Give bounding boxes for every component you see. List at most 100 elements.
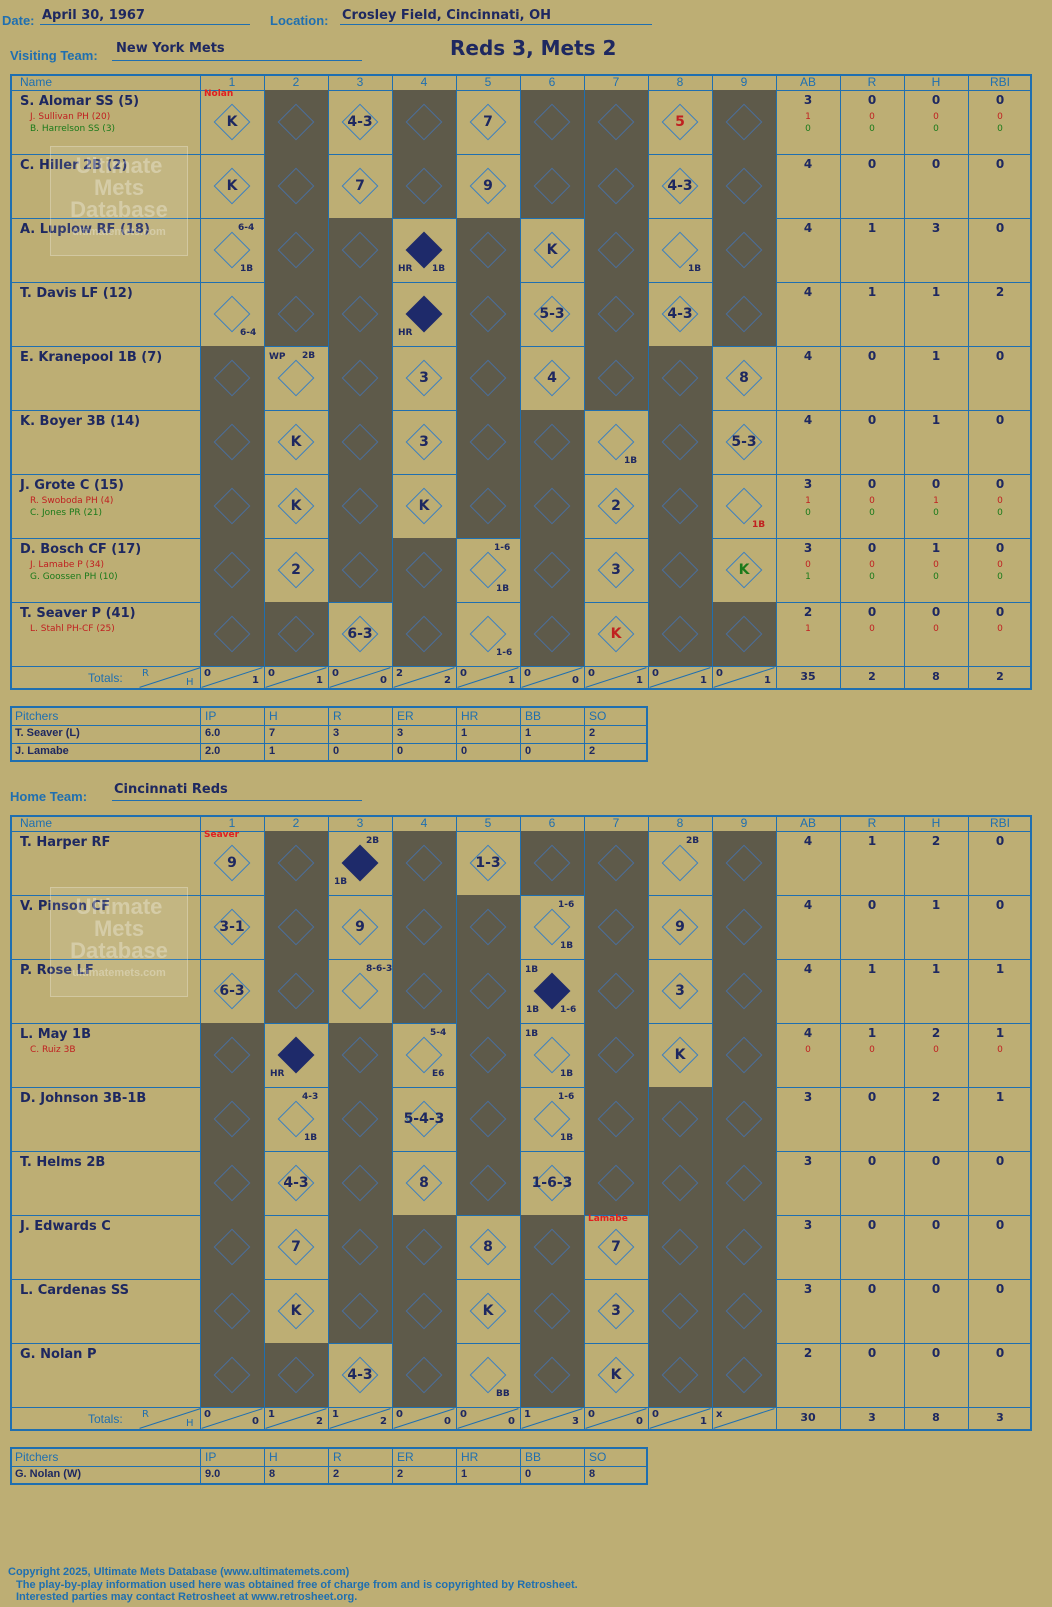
player-name: J. Edwards C [20, 1219, 111, 1234]
totals-label: Totals: [88, 671, 123, 685]
inning-hits: 2 [380, 1416, 387, 1427]
stat-header-rbi: RBI [989, 816, 1010, 830]
inning-header-2: 2 [292, 816, 300, 830]
stat-ab: 3 [803, 1218, 813, 1232]
pitcher-cell: 8 [589, 1468, 596, 1480]
substitute-stat: 0 [805, 124, 811, 134]
play-mark: K [546, 242, 558, 258]
column-rule [776, 74, 777, 690]
pitcher-cell: 3 [397, 727, 404, 739]
stat-rbi: 0 [995, 1154, 1005, 1168]
stat-h: 0 [931, 1346, 941, 1360]
inning-cell [520, 602, 584, 666]
inning-cell [520, 1279, 584, 1343]
play-mark: 4 [547, 370, 557, 386]
play-note: 1B [334, 877, 348, 887]
substitute-stat: 0 [933, 1045, 939, 1055]
play-note: 1-6 [496, 648, 513, 658]
stat-r: 1 [867, 1026, 877, 1040]
watermark-logo: Ultimate Mets Database ultimatemets.com [50, 887, 188, 997]
inning-cell [328, 1215, 392, 1279]
stat-h: 1 [931, 285, 941, 299]
home-team: Cincinnati Reds [114, 782, 228, 797]
stat-ab: 3 [803, 93, 813, 107]
totals-h-label: H [186, 1418, 194, 1429]
inning-cell [392, 154, 456, 218]
inning-cell [328, 474, 392, 538]
stat-r: 0 [867, 157, 877, 171]
play-note: Lamabe [588, 1214, 628, 1224]
inning-cell [648, 602, 712, 666]
play-note: 1B [752, 520, 766, 530]
location-label: Location: [270, 13, 329, 28]
player-name: K. Boyer 3B (14) [20, 414, 141, 429]
substitute-name: J. Lamabe P (34) [30, 560, 105, 570]
play-mark: 4-3 [347, 114, 373, 130]
stat-ab: 4 [803, 349, 813, 363]
pitcher-cell: 1 [461, 1468, 468, 1480]
total-h: 8 [932, 670, 940, 683]
inning-cell [456, 1087, 520, 1151]
home-underline [112, 800, 362, 801]
inning-cell [712, 1279, 776, 1343]
pitcher-cell: T. Seaver (L) [15, 727, 80, 739]
inning-cell [392, 959, 456, 1023]
pitchers-header-cell: H [269, 1450, 278, 1464]
pitcher-cell: 0 [333, 745, 340, 757]
inning-cell [456, 218, 520, 282]
play-note: 6-4 [240, 328, 257, 338]
substitute-stat: 0 [805, 508, 811, 518]
inning-runs: 1 [332, 1409, 339, 1420]
column-rule [904, 74, 905, 690]
substitute-stat: 1 [805, 496, 811, 506]
total-r: 3 [868, 1411, 876, 1424]
play-note: 1B [624, 456, 638, 466]
stat-ab: 4 [803, 221, 813, 235]
stat-rbi: 0 [995, 413, 1005, 427]
stat-ab: 4 [803, 1026, 813, 1040]
play-mark: 9 [227, 855, 237, 871]
play-mark: K [674, 1047, 686, 1063]
pitcher-cell: 1 [269, 745, 276, 757]
inning-cell [328, 1279, 392, 1343]
totals-label: Totals: [88, 1412, 123, 1426]
column-rule [200, 74, 201, 690]
inning-header-1: 1 [228, 75, 236, 89]
stat-ab: 3 [803, 1154, 813, 1168]
play-mark: 6-3 [219, 983, 245, 999]
play-mark: 2 [611, 498, 621, 514]
total-r: 2 [868, 670, 876, 683]
substitute-stat: 0 [933, 572, 939, 582]
column-rule [200, 815, 201, 1431]
play-mark: 6-3 [347, 626, 373, 642]
play-note: 1-6 [560, 1005, 577, 1015]
location-value: Crosley Field, Cincinnati, OH [342, 8, 552, 23]
play-note: 1B [240, 264, 254, 274]
inning-header-4: 4 [420, 75, 428, 89]
stat-r: 0 [867, 1282, 877, 1296]
play-note: HR [398, 264, 413, 274]
inning-header-3: 3 [356, 75, 364, 89]
stat-header-ab: AB [799, 75, 816, 89]
player-name: T. Helms 2B [20, 1155, 106, 1170]
row-rule [10, 959, 1032, 960]
scorecard-frame [10, 815, 1032, 1431]
inning-runs: 1 [524, 1409, 531, 1420]
stat-h: 3 [931, 221, 941, 235]
inning-cell [648, 1279, 712, 1343]
pitchers-header-cell: BB [525, 709, 542, 723]
visiting-label: Visiting Team: [10, 48, 98, 63]
inning-cell [520, 410, 584, 474]
play-note: 1-6 [494, 543, 511, 553]
pitcher-cell: 9.0 [205, 1468, 221, 1480]
play-mark: 1-6-3 [531, 1175, 573, 1191]
scorecard-frame [10, 74, 1032, 690]
column-rule [776, 815, 777, 1431]
inning-cell [328, 1087, 392, 1151]
inning-cell [392, 1215, 456, 1279]
stat-h: 0 [931, 93, 941, 107]
play-mark: 5-3 [731, 434, 757, 450]
stat-r: 0 [867, 898, 877, 912]
visiting-team: New York Mets [116, 41, 225, 56]
inning-hits: 0 [636, 1416, 643, 1427]
